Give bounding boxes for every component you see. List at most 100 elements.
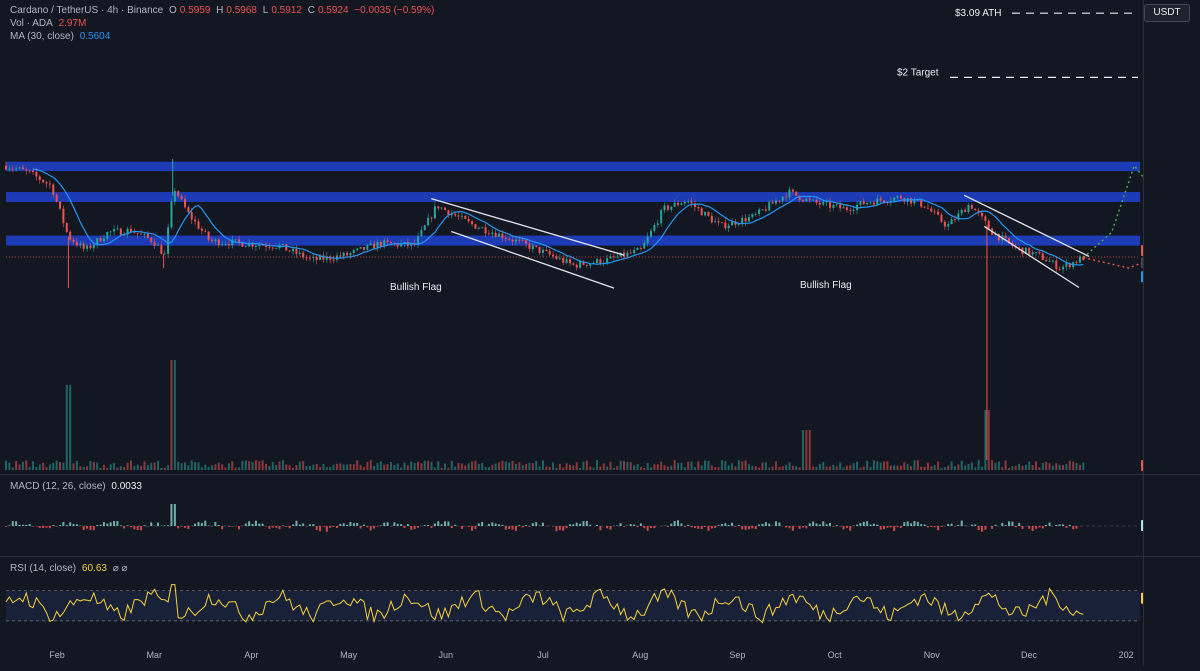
rsi-label[interactable]: RSI (14, close) <box>10 563 76 574</box>
volume-bar <box>326 467 328 470</box>
ma-label[interactable]: MA (30, close) <box>10 31 74 42</box>
candle-body <box>1065 263 1067 267</box>
volume-bar <box>799 467 801 470</box>
volume-bar <box>376 463 378 470</box>
candle-body <box>387 240 389 242</box>
volume-bar <box>880 463 882 470</box>
macd-label[interactable]: MACD (12, 26, close) <box>10 481 106 492</box>
macd-bar <box>248 521 250 526</box>
macd-bar <box>106 524 108 526</box>
price-scale[interactable] <box>1143 0 1200 666</box>
macd-bar <box>623 526 625 527</box>
macd-bar <box>39 526 41 528</box>
candle-body <box>19 167 21 168</box>
candle-body <box>12 169 14 170</box>
macd-bar <box>268 526 270 529</box>
candle-body <box>748 217 750 221</box>
macd-bar <box>336 526 338 528</box>
candle-body <box>66 223 68 232</box>
candle-body <box>853 210 855 211</box>
macd-bar <box>1038 526 1040 527</box>
pane-separator-rsi[interactable] <box>0 556 1200 557</box>
macd-bar <box>387 522 389 526</box>
volume-bar <box>56 461 58 470</box>
candle-body <box>920 200 922 207</box>
candle-body <box>221 244 223 245</box>
candle-body <box>177 191 179 196</box>
volume-bar <box>431 462 433 470</box>
candle-body <box>670 207 672 210</box>
volume-bar <box>1052 466 1054 470</box>
candle-body <box>758 210 760 215</box>
volume-bar <box>387 464 389 470</box>
candle-body <box>106 232 108 239</box>
volume-bar <box>221 464 223 470</box>
volume-bar <box>593 468 595 470</box>
volume-bar <box>623 461 625 470</box>
macd-bar <box>572 524 574 526</box>
candle-body <box>819 203 821 205</box>
volume-bar <box>832 465 834 470</box>
candle-body <box>944 222 946 227</box>
candle-body <box>1028 248 1030 255</box>
candle-body <box>353 250 355 253</box>
macd-bar <box>917 522 919 526</box>
candle-body <box>812 200 814 201</box>
macd-bar <box>674 521 676 526</box>
candle-body <box>1062 267 1064 270</box>
volume-bar <box>859 468 861 470</box>
candle-body <box>59 202 61 209</box>
volume-label[interactable]: Vol · ADA <box>10 18 53 29</box>
volume-bar <box>451 461 453 470</box>
macd-bar <box>1059 524 1061 526</box>
macd-bar <box>285 526 287 527</box>
volume-bar <box>913 460 915 470</box>
volume-bar <box>133 466 135 470</box>
macd-bar <box>49 526 51 528</box>
macd-bar <box>802 526 804 528</box>
candle-body <box>572 263 574 264</box>
macd-bar <box>859 523 861 526</box>
volume-bar <box>947 466 949 470</box>
macd-bar <box>1042 526 1044 528</box>
macd-bar <box>819 524 821 526</box>
macd-bar <box>832 526 834 527</box>
candle-body <box>961 210 963 214</box>
volume-bar <box>120 466 122 470</box>
volume-bar <box>582 462 584 470</box>
volume-bar <box>252 462 254 470</box>
volume-bar <box>1049 463 1051 470</box>
macd-bar <box>113 521 115 526</box>
macd-bar <box>582 521 584 526</box>
macd-bar <box>93 526 95 530</box>
candle-body <box>458 215 460 216</box>
pane-separator-macd[interactable] <box>0 474 1200 475</box>
volume-bar <box>562 468 564 470</box>
candle-body <box>913 200 915 203</box>
volume-bar <box>299 462 301 470</box>
volume-bar <box>792 466 794 470</box>
candle-body <box>89 246 91 248</box>
currency-button[interactable]: USDT <box>1144 4 1190 22</box>
macd-bar <box>873 524 875 526</box>
symbol-title[interactable]: Cardano / TetherUS · 4h · Binance <box>10 5 163 16</box>
volume-bar <box>805 430 807 470</box>
candle-body <box>508 239 510 240</box>
candle-body <box>522 240 524 241</box>
candle-body <box>333 260 335 261</box>
candle-body <box>488 233 490 234</box>
volume-bar <box>934 465 936 470</box>
macd-bar <box>218 525 220 526</box>
candle-body <box>697 207 699 208</box>
volume-bar <box>491 465 493 470</box>
volume-bar <box>954 466 956 470</box>
macd-bar <box>843 526 845 529</box>
macd-bar <box>562 526 564 531</box>
volume-bar <box>231 461 233 470</box>
volume-bar <box>59 462 61 470</box>
macd-bar <box>214 522 216 526</box>
volume-bar <box>79 466 81 470</box>
volume-bar <box>1062 465 1064 470</box>
